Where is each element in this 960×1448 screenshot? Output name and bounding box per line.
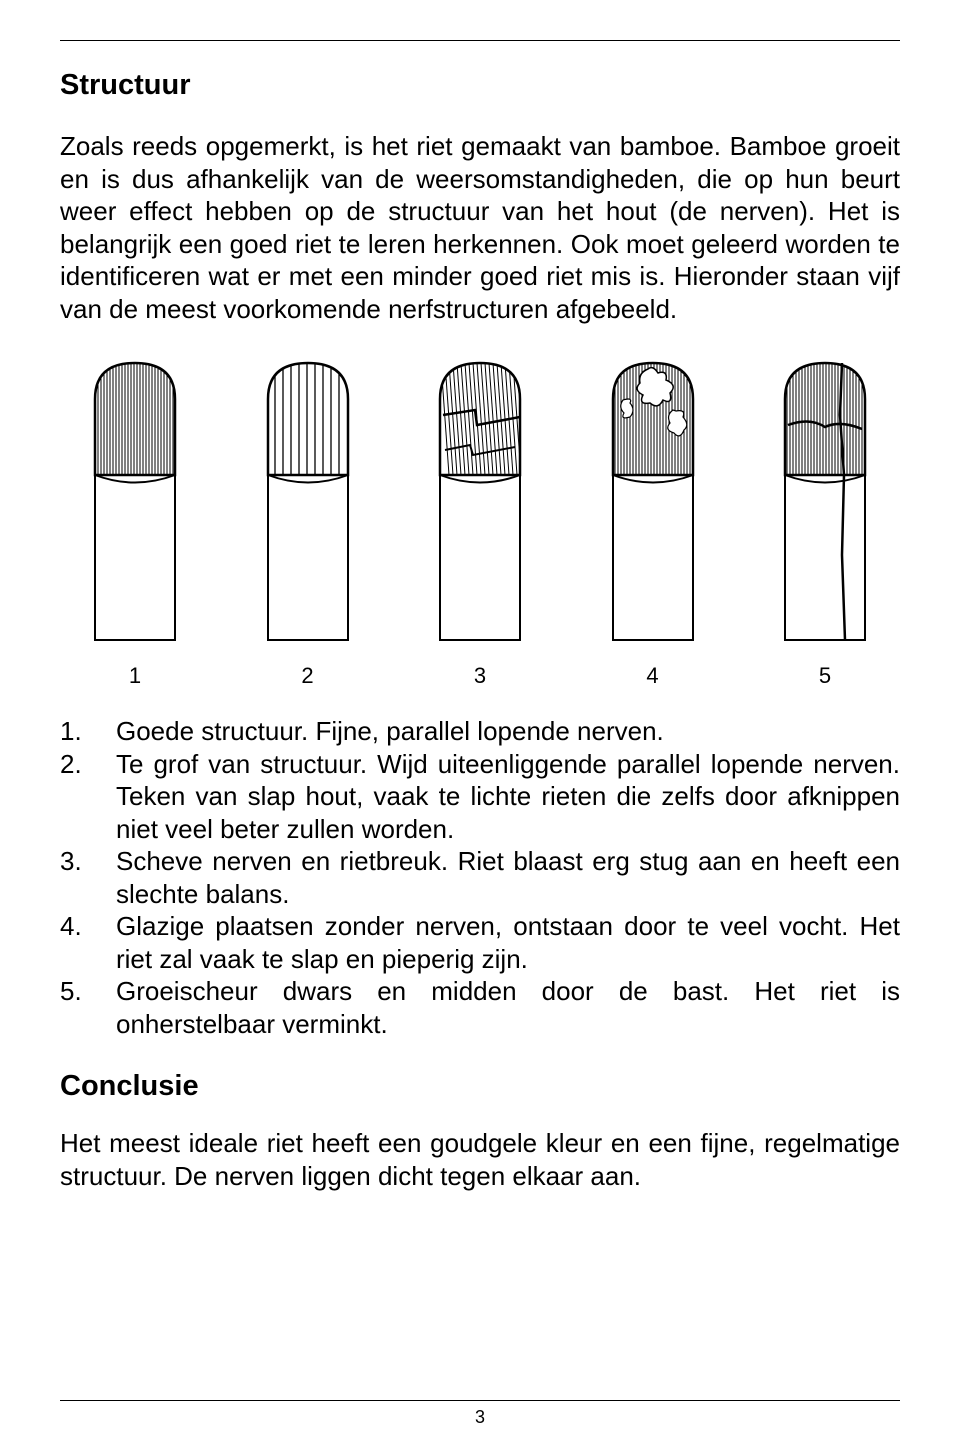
heading-conclusie: Conclusie [60,1070,900,1103]
list-num: 5. [60,975,116,1008]
reed-3-svg [415,355,545,655]
reed-4-svg [588,355,718,655]
reed-5-svg [760,355,890,655]
list-num: 1. [60,715,116,748]
reed-5: 5 [760,355,890,689]
reed-1-svg [70,355,200,655]
reed-5-label: 5 [819,663,831,689]
reed-2-svg [243,355,373,655]
page-number: 3 [475,1407,485,1427]
list-num: 3. [60,845,116,878]
reed-1: 1 [70,355,200,689]
list-text: Goede structuur. Fijne, parallel lopende… [116,716,664,746]
reed-4: 4 [588,355,718,689]
list-item: 4.Glazige plaatsen zonder nerven, ontsta… [60,910,900,975]
list-text: Te grof van structuur. Wijd uiteenliggen… [116,749,900,844]
reed-diagram-row: 1 2 [70,355,890,689]
bottom-rule [60,1400,900,1401]
reed-1-label: 1 [129,663,141,689]
list-text: Groeischeur dwars en midden door de bast… [116,976,900,1039]
reed-4-label: 4 [646,663,658,689]
list-num: 2. [60,748,116,781]
heading-structuur: Structuur [60,69,900,102]
list-text: Glazige plaatsen zonder nerven, ontstaan… [116,911,900,974]
reed-3-label: 3 [474,663,486,689]
list-num: 4. [60,910,116,943]
conclusion-paragraph: Het meest ideale riet heeft een goudgele… [60,1127,900,1192]
page: Structuur Zoals reeds opgemerkt, is het … [0,0,960,1448]
list-item: 3.Scheve nerven en rietbreuk. Riet blaas… [60,845,900,910]
list-item: 2.Te grof van structuur. Wijd uiteenligg… [60,748,900,846]
intro-paragraph: Zoals reeds opgemerkt, is het riet gemaa… [60,130,900,325]
top-rule [60,40,900,41]
list-item: 1.Goede structuur. Fijne, parallel lopen… [60,715,900,748]
list-text: Scheve nerven en rietbreuk. Riet blaast … [116,846,900,909]
description-list: 1.Goede structuur. Fijne, parallel lopen… [60,715,900,1040]
page-footer: 3 [60,1400,900,1428]
list-item: 5.Groeischeur dwars en midden door de ba… [60,975,900,1040]
reed-2: 2 [243,355,373,689]
reed-3: 3 [415,355,545,689]
reed-2-label: 2 [301,663,313,689]
